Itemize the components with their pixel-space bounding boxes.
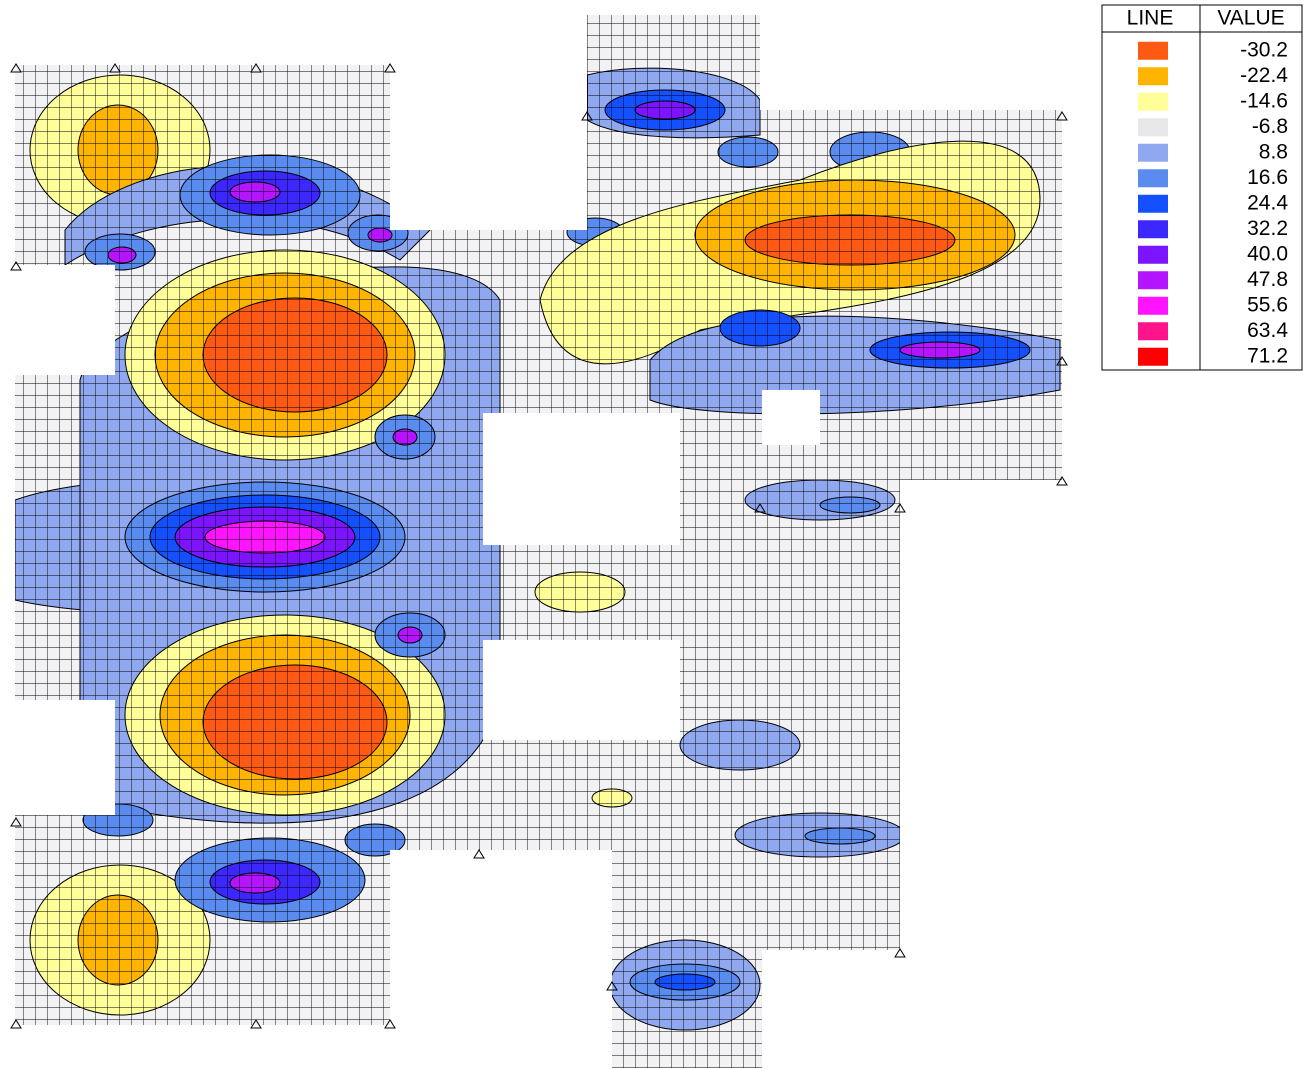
legend-value: -30.2 — [1240, 38, 1288, 61]
legend-swatch — [1138, 67, 1168, 85]
legend-value: 16.6 — [1247, 166, 1288, 189]
legend-swatch — [1138, 220, 1168, 238]
legend-swatch — [1138, 118, 1168, 136]
legend-value: 24.4 — [1247, 191, 1288, 214]
legend-swatch — [1138, 348, 1168, 366]
legend-swatch — [1138, 169, 1168, 187]
legend-value: 63.4 — [1247, 319, 1288, 342]
legend-value: 8.8 — [1259, 140, 1288, 163]
legend-value: -22.4 — [1240, 64, 1288, 87]
legend-value: -14.6 — [1240, 89, 1288, 112]
legend-swatch — [1138, 246, 1168, 264]
legend-value: 71.2 — [1247, 344, 1288, 367]
contour-plot: LINE VALUE -30.2 -22.4-14.6 -6.88.8 16.624.… — [0, 0, 1304, 1068]
legend-header: LINE — [1127, 7, 1174, 30]
legend-value: 47.8 — [1247, 268, 1288, 291]
legend: LINE VALUE -30.2 -22.4-14.6 -6.88.8 16.624.… — [1102, 5, 1302, 370]
legend-swatch — [1138, 42, 1168, 60]
legend-value: -6.8 — [1252, 115, 1288, 138]
legend-swatch — [1138, 297, 1168, 315]
legend-header: VALUE — [1217, 7, 1284, 30]
legend-value: 40.0 — [1247, 242, 1288, 265]
legend-swatch — [1138, 144, 1168, 162]
legend-value: 32.2 — [1247, 217, 1288, 240]
legend-swatch — [1138, 195, 1168, 213]
legend-value: 55.6 — [1247, 293, 1288, 316]
legend-swatch — [1138, 93, 1168, 111]
legend-swatch — [1138, 271, 1168, 289]
legend-swatch — [1138, 322, 1168, 340]
